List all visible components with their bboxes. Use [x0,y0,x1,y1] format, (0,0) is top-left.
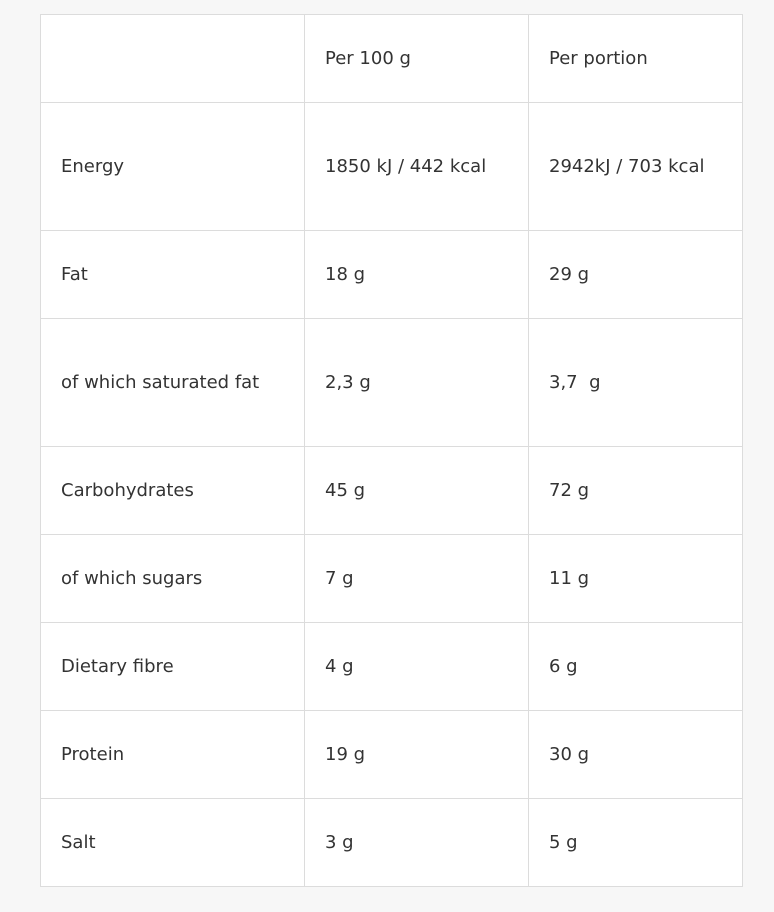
table-cell [40,14,305,103]
table-cell: 11 g [528,534,743,623]
table-cell: Energy [40,102,305,231]
table-row: Carbohydrates 45 g 72 g [40,446,743,535]
table-cell: 5 g [528,798,743,887]
table-cell: of which sugars [40,534,305,623]
table-cell: 2942kJ / 703 kcal [528,102,743,231]
table-cell: Dietary fibre [40,622,305,711]
table-cell: 18 g [304,230,529,319]
table-cell: 3,7 g [528,318,743,447]
table-row: of which saturated fat 2,3 g 3,7 g [40,318,743,447]
table-cell: 1850 kJ / 442 kcal [304,102,529,231]
table-cell: 30 g [528,710,743,799]
table-cell: 45 g [304,446,529,535]
table-row: Energy 1850 kJ / 442 kcal 2942kJ / 703 kca… [40,102,743,231]
table-cell: 2,3 g [304,318,529,447]
table-cell: 3 g [304,798,529,887]
nutrition-table-wrapper: Per 100 g Per portion Energy 1850 kJ / 442 … [40,14,743,887]
table-cell: 7 g [304,534,529,623]
table-cell: Salt [40,798,305,887]
table-cell: Carbohydrates [40,446,305,535]
header-row: Per 100 g Per portion [40,14,743,103]
table-cell: Per 100 g [304,14,529,103]
table-cell: 29 g [528,230,743,319]
table-cell: 72 g [528,446,743,535]
nutrition-table: Per 100 g Per portion Energy 1850 kJ / 442 … [40,14,743,887]
table-cell: 19 g [304,710,529,799]
table-cell: 4 g [304,622,529,711]
table-cell: Protein [40,710,305,799]
table-row: Protein 19 g 30 g [40,710,743,799]
table-row: Fat 18 g 29 g [40,230,743,319]
table-cell: Fat [40,230,305,319]
table-cell: of which saturated fat [40,318,305,447]
table-cell: Per portion [528,14,743,103]
table-cell: 6 g [528,622,743,711]
table-row: of which sugars 7 g 11 g [40,534,743,623]
